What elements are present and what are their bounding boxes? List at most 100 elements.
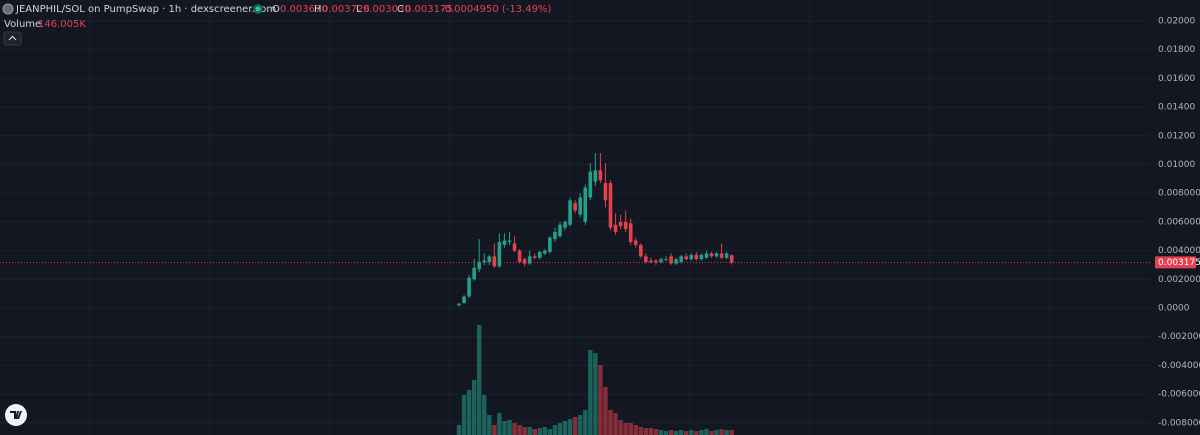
volume-bar: [638, 426, 643, 435]
candle-body: [659, 259, 663, 263]
candle-body: [649, 260, 653, 263]
y-tick-label: 0.006000: [1158, 217, 1200, 227]
chart-title: JEANPHIL/SOL on PumpSwap · 1h · dexscree…: [15, 4, 276, 15]
candle-body: [553, 231, 557, 240]
candle-body: [714, 253, 719, 257]
volume-bar: [663, 430, 669, 435]
candle-body: [588, 171, 593, 198]
candle-body: [623, 221, 628, 230]
volume-bar: [572, 416, 578, 435]
volume-bar: [603, 386, 608, 435]
volume-bar: [537, 428, 542, 435]
volume-bar: [547, 429, 553, 435]
candle-body: [618, 221, 623, 227]
volume-bar: [628, 423, 633, 435]
volume-bar: [679, 430, 684, 435]
volume-bar: [709, 430, 714, 435]
candle-body: [538, 252, 542, 258]
volume-bar: [492, 425, 497, 435]
last-price-badge: [1155, 256, 1196, 269]
volume-bar: [542, 426, 548, 435]
low-label: L: [356, 4, 362, 15]
candle-body: [724, 253, 729, 258]
volume-bar: [598, 365, 603, 435]
candle-body: [482, 260, 487, 263]
candle-body: [709, 253, 714, 257]
y-tick-label: 0.01200: [1158, 131, 1195, 141]
candle-body: [644, 256, 648, 263]
volume-bar: [714, 430, 719, 435]
candle-body: [527, 256, 532, 264]
tradingview-logo[interactable]: [5, 404, 27, 426]
change-value: -0.0004950 (-13.49%): [441, 4, 552, 15]
candle-body: [573, 203, 577, 211]
candle-body: [517, 250, 522, 263]
candle-body: [568, 200, 572, 225]
candle-body: [457, 303, 461, 306]
volume-bar: [613, 413, 618, 435]
last-price-label: 0.003175: [1158, 258, 1200, 268]
candle-body: [628, 223, 633, 242]
volume-bar: [653, 429, 659, 435]
volume-bar: [684, 430, 689, 435]
volume-bar: [552, 425, 558, 435]
volume-bar: [689, 430, 694, 435]
volume-bar: [719, 429, 724, 435]
candle-body: [729, 255, 734, 263]
volume-bar: [583, 410, 588, 435]
volume-bar: [512, 423, 517, 435]
candle-body: [608, 183, 613, 228]
y-tick-label: 0.01800: [1158, 45, 1195, 55]
token-avatar: [2, 3, 14, 15]
volume-bar: [471, 380, 477, 435]
candle-body: [477, 262, 481, 270]
candle-body: [472, 267, 476, 280]
volume-bar: [466, 390, 472, 435]
candle-body: [578, 197, 582, 215]
volume-bar: [724, 430, 729, 435]
volume-bar: [618, 420, 623, 435]
volume-bar: [502, 420, 507, 435]
candle-body: [467, 277, 471, 297]
candle-body: [583, 187, 588, 222]
candle-body: [664, 259, 668, 261]
volume-bar: [557, 423, 563, 435]
volume-bar: [673, 430, 679, 435]
time-grid: [89, 0, 1051, 435]
volume-bar: [623, 423, 628, 435]
volume-bar: [461, 395, 467, 435]
candle-body: [694, 254, 699, 260]
open-label: O: [272, 4, 280, 15]
candle-body: [563, 221, 567, 228]
volume-bar: [578, 415, 583, 435]
volume-bar: [704, 429, 709, 435]
volume-bar: [522, 426, 527, 435]
candle-body: [704, 253, 709, 258]
volume-bar: [588, 350, 593, 435]
collapse-button[interactable]: [3, 31, 22, 46]
candle-body: [719, 253, 724, 258]
candle-body: [674, 259, 678, 264]
candle-body: [532, 256, 537, 258]
close-value: 0.003175: [405, 4, 453, 15]
y-tick-label: 0.01000: [1158, 160, 1195, 170]
volume-bar: [477, 325, 482, 435]
y-tick-label: 0.0000: [1158, 303, 1190, 313]
y-tick-label: -0.002000: [1158, 332, 1200, 342]
volume-bar: [532, 429, 537, 435]
volume-bar: [648, 428, 654, 435]
volume-bar: [729, 429, 734, 435]
candle-body: [654, 260, 658, 263]
volume-bar: [633, 425, 638, 435]
candle-body: [462, 296, 466, 303]
volume-bar: [694, 430, 699, 435]
candle-body: [492, 256, 497, 267]
candle-body: [633, 240, 638, 245]
candle-body: [593, 170, 598, 182]
volume-value: 146.005K: [38, 19, 86, 30]
volume-bar: [668, 430, 674, 435]
y-tick-label: 0.01400: [1158, 103, 1195, 113]
candle-body: [598, 170, 603, 181]
candle-body: [548, 237, 552, 253]
